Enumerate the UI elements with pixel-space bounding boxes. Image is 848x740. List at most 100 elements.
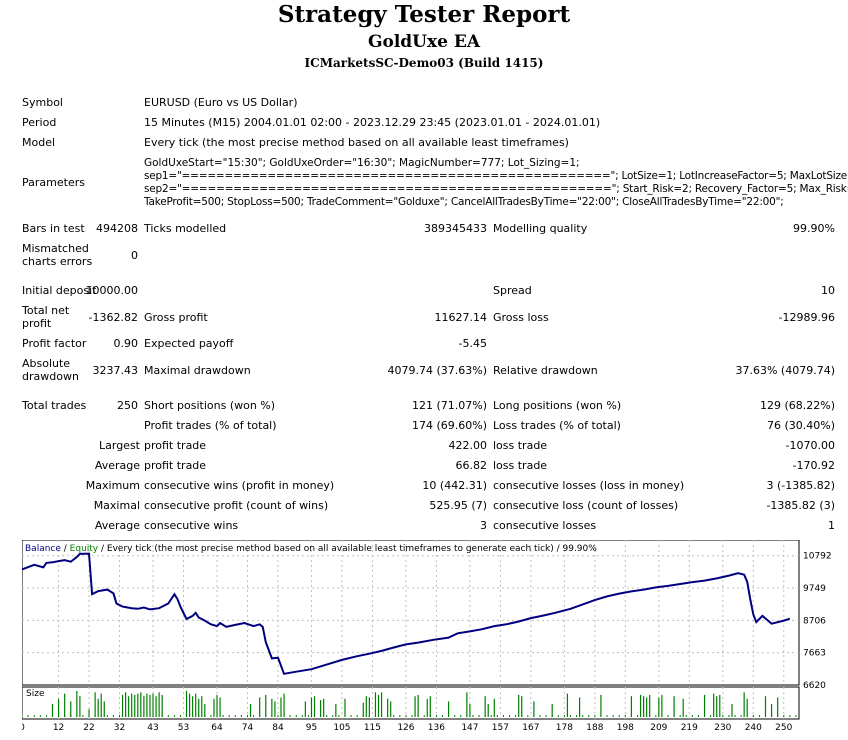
- balance-line: [21, 552, 791, 675]
- avg-consecutive-wins-label: consecutive wins: [144, 519, 239, 532]
- mismatch-label: Mismatched: [22, 242, 89, 255]
- x-tick-label: 219: [681, 723, 698, 733]
- x-tick-label: 167: [522, 723, 539, 733]
- size-bar: [188, 693, 191, 717]
- size-bar-base: [307, 715, 309, 717]
- size-bar: [764, 696, 767, 717]
- size-bar-base: [783, 715, 785, 717]
- size-bar: [643, 696, 645, 717]
- avg-consecutive-losses-value: 1: [828, 519, 835, 532]
- size-bar: [661, 694, 663, 717]
- chart-legend: Balance / Equity / Every tick (the most …: [25, 544, 597, 554]
- size-bar: [283, 693, 285, 717]
- size-bar: [368, 697, 370, 717]
- size-bar: [146, 693, 148, 717]
- size-bar: [76, 691, 78, 717]
- size-bar-base: [216, 715, 218, 717]
- size-bar-base: [496, 715, 498, 717]
- quality-label: Modelling quality: [493, 222, 588, 235]
- bars-label: Bars in test: [22, 222, 85, 235]
- size-bar: [414, 696, 416, 717]
- size-bar: [566, 693, 569, 717]
- size-bar: [323, 698, 325, 717]
- size-bar: [682, 698, 684, 717]
- size-bar-base: [569, 715, 571, 717]
- size-bar-base: [716, 715, 718, 717]
- symbol-label: Symbol: [22, 96, 63, 109]
- size-bar-base: [563, 715, 565, 717]
- main-plot-frame: [21, 539, 800, 686]
- avg-consecutive-losses-label: consecutive losses: [493, 519, 597, 532]
- size-bar-base: [381, 715, 383, 717]
- model-label: Model: [22, 136, 56, 149]
- size-bar-base: [429, 715, 431, 717]
- y-tick-label: 7663: [803, 649, 826, 659]
- size-bar: [731, 704, 733, 717]
- size-bar: [121, 694, 124, 717]
- profit-trades-label: Profit trades (% of total): [144, 419, 277, 432]
- size-bar-base: [527, 715, 529, 717]
- size-bar-base: [722, 715, 724, 717]
- size-bar-base: [51, 715, 53, 717]
- x-tick-label: 147: [461, 723, 478, 733]
- size-bar-base: [557, 715, 559, 717]
- largest-profit-value: 422.00: [448, 439, 488, 452]
- profit-factor-value: 0.90: [113, 337, 139, 350]
- size-bar: [134, 694, 136, 717]
- size-bar: [259, 697, 261, 717]
- size-bar-base: [673, 715, 675, 717]
- size-bar-base: [143, 715, 145, 717]
- period-value: 15 Minutes (M15) 2004.01.01 02:00 - 2023…: [144, 116, 601, 129]
- spread-label: Spread: [493, 284, 532, 297]
- size-bar: [51, 704, 54, 717]
- size-bar-base: [76, 715, 78, 717]
- size-bar: [137, 693, 139, 717]
- mismatch-value: 0: [131, 249, 138, 262]
- size-bar: [646, 697, 648, 717]
- size-bars: [21, 691, 797, 717]
- size-bar-base: [283, 715, 285, 717]
- x-tick-label: 105: [333, 723, 350, 733]
- size-bar: [746, 698, 748, 717]
- x-tick-label: 84: [272, 723, 284, 733]
- size-bar-base: [64, 715, 66, 717]
- size-bar-base: [131, 715, 133, 717]
- max-consecutive-profit-label: consecutive profit (count of wins): [144, 499, 329, 512]
- size-bar: [466, 692, 468, 717]
- largest-label: Largest: [99, 439, 140, 452]
- size-bar: [125, 692, 127, 717]
- max-consecutive-losses-value: 3 (-1385.82): [766, 479, 835, 492]
- size-bar: [380, 692, 383, 717]
- x-tick-label: 0: [22, 723, 25, 733]
- size-bar: [149, 694, 151, 717]
- size-bar: [64, 693, 66, 717]
- bars-value: 494208: [96, 222, 138, 235]
- x-tick-label: 12: [53, 723, 64, 733]
- size-bar: [131, 693, 133, 717]
- size-bar-base: [39, 715, 41, 717]
- size-bar: [484, 696, 486, 717]
- size-bar: [185, 691, 188, 717]
- size-bar: [703, 694, 706, 717]
- size-bar: [158, 692, 160, 717]
- x-tick-label: 53: [178, 723, 189, 733]
- size-bar-base: [82, 715, 84, 717]
- balance-equity-chart: 10792 9749 8706 7663 6620 0 12 22 32 43 53 64 74 84 9…: [19, 539, 848, 737]
- size-bar-base: [393, 715, 395, 717]
- x-tick-label: 188: [586, 723, 603, 733]
- parameters-line-1: GoldUxeStart="15:30"; GoldUxeOrder="16:3…: [144, 157, 580, 169]
- loss-trades-value: 76 (30.40%): [766, 419, 835, 432]
- legend-sep: /: [61, 544, 70, 554]
- size-bar-base: [679, 715, 681, 717]
- size-bar-base: [655, 715, 657, 717]
- size-bar-base: [533, 715, 535, 717]
- x-tick-label: 22: [83, 723, 94, 733]
- average-profit-value: 66.82: [455, 459, 488, 472]
- size-bar-base: [789, 715, 791, 717]
- size-bar-base: [204, 715, 206, 717]
- size-bar: [630, 696, 633, 717]
- size-bar-base: [125, 715, 127, 717]
- size-bar-base: [301, 715, 303, 717]
- size-bar: [271, 698, 273, 717]
- size-bar-base: [253, 715, 255, 717]
